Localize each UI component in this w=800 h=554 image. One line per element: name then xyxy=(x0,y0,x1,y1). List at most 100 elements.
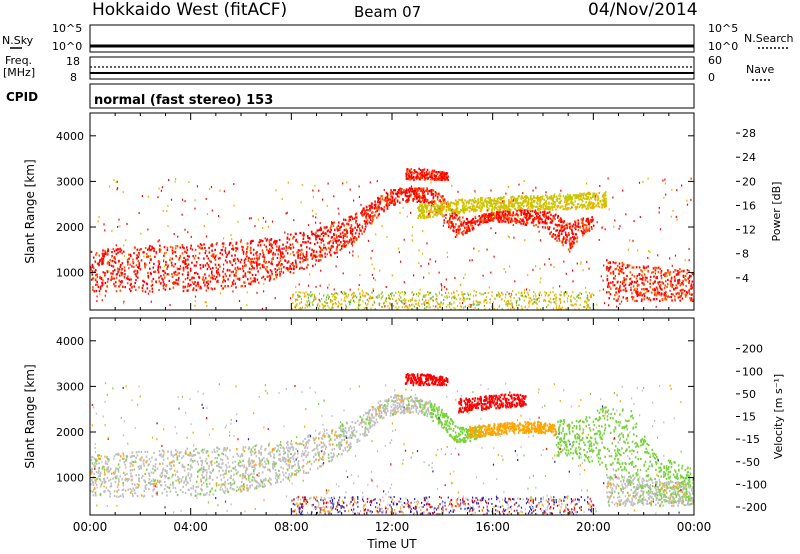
data-point xyxy=(541,218,543,221)
data-point xyxy=(527,203,529,206)
data-point xyxy=(436,294,438,297)
data-point xyxy=(442,174,444,177)
data-point xyxy=(534,300,536,303)
data-point xyxy=(656,291,659,294)
data-point xyxy=(440,195,442,198)
data-point xyxy=(383,189,385,191)
data-point xyxy=(174,180,176,183)
data-point xyxy=(472,207,474,210)
data-point xyxy=(558,201,560,204)
data-point xyxy=(268,241,271,244)
data-point xyxy=(423,211,425,214)
data-point xyxy=(521,294,523,297)
data-point xyxy=(259,239,261,242)
data-point xyxy=(646,288,648,291)
data-point xyxy=(613,297,615,301)
data-point xyxy=(424,199,427,203)
data-point xyxy=(406,170,408,173)
data-point xyxy=(171,252,174,255)
data-point xyxy=(268,239,271,242)
data-point xyxy=(169,304,171,306)
data-point xyxy=(106,271,109,274)
data-point xyxy=(201,462,204,465)
data-point xyxy=(684,278,686,281)
data-point xyxy=(516,209,518,212)
data-point xyxy=(224,280,226,283)
data-point xyxy=(373,214,376,217)
data-point xyxy=(152,246,154,250)
data-point xyxy=(123,255,126,258)
data-point xyxy=(413,195,416,198)
data-point xyxy=(595,193,598,196)
data-point xyxy=(500,204,502,207)
data-point xyxy=(299,231,302,235)
data-point xyxy=(138,266,140,269)
data-point xyxy=(333,237,336,240)
data-point xyxy=(472,218,474,221)
data-point xyxy=(429,211,431,214)
data-point xyxy=(286,267,289,270)
data-point xyxy=(371,206,374,209)
data-point xyxy=(413,197,415,201)
data-point xyxy=(400,260,402,263)
data-point xyxy=(299,295,301,298)
data-point xyxy=(399,187,401,190)
data-point xyxy=(321,298,323,300)
data-point xyxy=(411,291,413,294)
data-point xyxy=(639,292,641,295)
data-point xyxy=(568,226,570,229)
data-point xyxy=(494,200,497,203)
data-point xyxy=(647,265,649,268)
data-point xyxy=(674,278,676,281)
data-point xyxy=(331,307,333,310)
data-point xyxy=(173,282,175,285)
data-point xyxy=(544,221,547,225)
data-point xyxy=(585,301,587,304)
data-point xyxy=(263,243,266,247)
data-point xyxy=(352,237,354,240)
data-point xyxy=(145,263,147,266)
data-point xyxy=(338,235,340,238)
data-point xyxy=(348,239,351,242)
data-point xyxy=(418,292,420,295)
data-point xyxy=(457,229,460,232)
data-point xyxy=(574,303,576,306)
data-point xyxy=(544,201,547,204)
data-point xyxy=(386,196,389,199)
data-point xyxy=(314,254,316,258)
data-point xyxy=(358,308,360,310)
data-point xyxy=(145,282,148,285)
data-point xyxy=(302,237,305,241)
data-point xyxy=(436,198,439,201)
data-point xyxy=(232,290,234,293)
data-point xyxy=(552,195,555,198)
data-point xyxy=(589,296,591,298)
data-point xyxy=(232,244,234,247)
data-point xyxy=(450,225,453,228)
data-point xyxy=(343,291,345,294)
data-point xyxy=(355,216,357,219)
data-point xyxy=(478,206,480,209)
data-point xyxy=(653,281,656,284)
data-point xyxy=(409,171,411,174)
data-point xyxy=(543,202,546,205)
data-point xyxy=(146,287,149,290)
data-point xyxy=(484,219,487,222)
data-point xyxy=(441,175,443,178)
data-point xyxy=(588,225,590,228)
data-point xyxy=(434,177,436,180)
data-point xyxy=(408,172,410,175)
data-point xyxy=(614,287,617,290)
data-point xyxy=(404,298,406,301)
data-point xyxy=(167,273,170,276)
data-point xyxy=(582,218,584,222)
data-point xyxy=(331,245,333,248)
data-point xyxy=(562,237,565,240)
data-point xyxy=(297,249,300,252)
data-point xyxy=(428,204,430,207)
data-point xyxy=(470,199,472,202)
data-point xyxy=(566,234,568,237)
data-point xyxy=(489,214,491,217)
data-point xyxy=(410,175,413,178)
data-point xyxy=(417,216,419,219)
